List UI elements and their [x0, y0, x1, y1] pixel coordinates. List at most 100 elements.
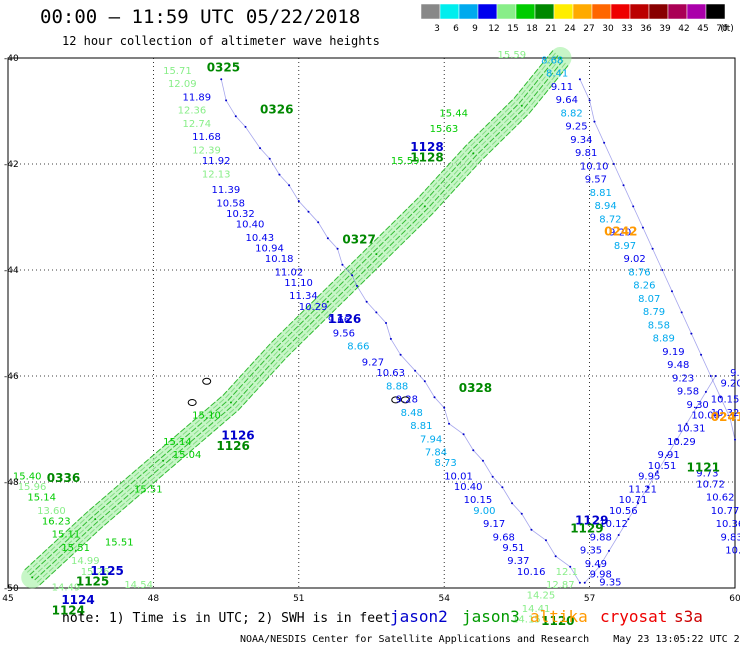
time-label: 1128: [410, 150, 443, 164]
wave-height-label: 8.82: [561, 108, 583, 119]
wave-height-label: 9.95: [638, 471, 660, 482]
page-subtitle: 12 hour collection of altimeter wave hei…: [62, 34, 380, 48]
wave-height-label: 7.84: [425, 448, 447, 459]
track-line: [24, 50, 554, 571]
satellite-tracks: [21, 47, 736, 589]
wave-height-label: 14.49: [52, 583, 81, 594]
colorbar-label: 33: [621, 24, 632, 34]
color-scale-legend: 3 6 9 12 15 18 21 24 27 30 33 36 39 42 45 70(ft): [420, 3, 734, 34]
wave-height-label: 10.40: [236, 220, 265, 231]
track-point: [501, 486, 504, 489]
page-title: 00:00 — 11:59 UTC 05/22/2018: [40, 6, 361, 28]
y-tick-label: -40: [4, 54, 19, 64]
track-point: [326, 237, 329, 240]
colorbar-label: 27: [583, 24, 594, 34]
x-tick-label: 54: [438, 594, 450, 604]
wave-height-label: 15.96: [18, 482, 47, 493]
colorbar-swatch: [686, 3, 707, 20]
wave-height-label: 15.71: [163, 66, 192, 77]
wave-height-label: 9.00: [473, 506, 495, 517]
track-point: [433, 396, 436, 399]
colorbar-label: 39: [659, 24, 671, 34]
track-line: [26, 52, 556, 573]
wave-height-label: 12.09: [168, 79, 197, 90]
wave-height-label: 7.94: [420, 434, 442, 445]
colorbar-label: 15: [507, 24, 518, 34]
track-point: [234, 115, 237, 118]
time-label: 1126: [221, 429, 254, 443]
wave-height-label: 15.51: [61, 543, 90, 554]
track-point: [569, 565, 572, 568]
wave-height-label: 9.66: [328, 315, 350, 326]
wave-height-label: 14.99: [71, 556, 100, 567]
island-outline: [400, 396, 410, 404]
track-point: [375, 253, 378, 256]
track-point: [690, 332, 693, 335]
wave-height-label: 10.72: [696, 479, 725, 490]
wave-height-label: 10.31: [677, 424, 706, 435]
wave-height-label: 8.07: [638, 294, 660, 305]
wave-height-labels: 15.71 12.09 11.89 12.36 12.74 11.68 12.3911.92…: [13, 50, 740, 625]
track-point: [661, 269, 664, 271]
time-label: 0241: [711, 410, 740, 424]
time-label: 1126: [216, 439, 249, 453]
colorbar-label: 6: [453, 24, 459, 34]
wave-height-label: 10.36: [716, 519, 740, 530]
wave-height-label: 10.77: [711, 506, 740, 517]
wave-height-label: 10.29: [299, 302, 328, 313]
track-point: [709, 375, 712, 377]
wave-height-label: 9.17: [483, 519, 505, 530]
wave-height-label: 9.98: [590, 569, 612, 580]
track-point: [336, 247, 339, 250]
track-point: [278, 173, 281, 176]
wave-height-label: 10.12: [599, 519, 628, 530]
wave-height-label: 15.26: [81, 567, 110, 578]
track-point: [704, 390, 707, 393]
track-point: [520, 104, 523, 107]
track-point: [326, 300, 329, 303]
wave-height-label: 14.54: [124, 580, 153, 591]
time-labels: 0325032603270328033611281128112611261126…: [47, 60, 740, 628]
x-tick-label: 60: [729, 594, 740, 604]
wave-height-label: 16.23: [42, 516, 71, 527]
x-tick-label: 45: [2, 594, 13, 604]
wave-height-label: 9.37: [507, 556, 529, 567]
wave-height-label: 8.73: [435, 458, 457, 469]
colorbar-swatch: [610, 3, 631, 20]
time-label: 0328: [459, 381, 492, 395]
track-point: [651, 247, 654, 250]
wave-height-label: 8.94: [594, 201, 616, 212]
track-line: [579, 79, 736, 440]
colorbar-label: 45: [697, 24, 708, 34]
colorbar-label: 3: [434, 24, 440, 34]
legend-jason2: jason2: [390, 607, 448, 626]
footer-credit: NOAA/NESDIS Center for Satellite Applica…: [240, 634, 740, 645]
wave-height-label: 9.81: [575, 148, 597, 159]
wave-height-label: 9.20: [720, 379, 740, 390]
track-point: [389, 337, 392, 340]
track-point: [598, 565, 601, 568]
wave-height-label: 10.15: [711, 395, 740, 406]
wave-height-label: 10.58: [216, 198, 245, 209]
track-point: [559, 57, 562, 59]
colorbar-swatch: [458, 3, 479, 20]
wave-height-label: 15.10: [192, 410, 221, 421]
track-point: [244, 125, 247, 128]
wave-height-label: 10.18: [265, 254, 294, 265]
wave-height-label: 9.30: [687, 400, 709, 411]
wave-height-label: 10.37: [725, 546, 740, 557]
wave-height-label: 10.15: [464, 495, 493, 506]
wave-height-label: 10.16: [517, 567, 546, 578]
wave-height-label: 15.51: [105, 538, 134, 549]
track-point: [462, 433, 465, 436]
track-point: [734, 438, 736, 441]
wave-height-label: 8.88: [386, 381, 408, 392]
track-point: [399, 353, 402, 356]
wave-height-label: 13.60: [37, 506, 66, 517]
time-label: 0325: [207, 60, 240, 74]
track-point: [554, 555, 557, 558]
colorbar-label: 24: [564, 24, 576, 34]
wave-height-label: 10.32: [711, 408, 740, 419]
track-point: [365, 300, 368, 303]
